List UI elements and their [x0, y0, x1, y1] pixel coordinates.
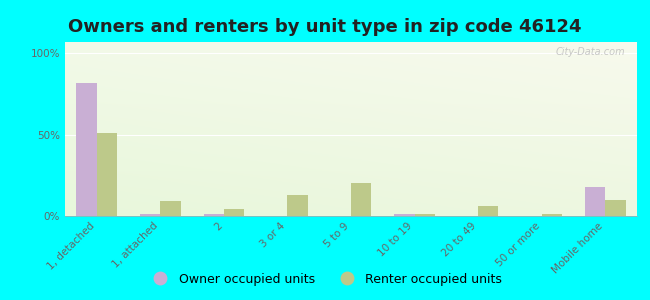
- Bar: [415, 214, 435, 216]
- Bar: [585, 187, 605, 216]
- Bar: [203, 214, 224, 216]
- Bar: [605, 200, 625, 216]
- Bar: [287, 195, 308, 216]
- Bar: [478, 206, 499, 216]
- Bar: [161, 201, 181, 216]
- Bar: [97, 133, 117, 216]
- Bar: [394, 214, 415, 216]
- Bar: [351, 184, 371, 216]
- Bar: [77, 83, 97, 216]
- Text: Owners and renters by unit type in zip code 46124: Owners and renters by unit type in zip c…: [68, 18, 582, 36]
- Bar: [224, 209, 244, 216]
- Bar: [140, 214, 161, 216]
- Text: City-Data.com: City-Data.com: [556, 47, 625, 57]
- Bar: [541, 214, 562, 216]
- Legend: Owner occupied units, Renter occupied units: Owner occupied units, Renter occupied un…: [143, 268, 507, 291]
